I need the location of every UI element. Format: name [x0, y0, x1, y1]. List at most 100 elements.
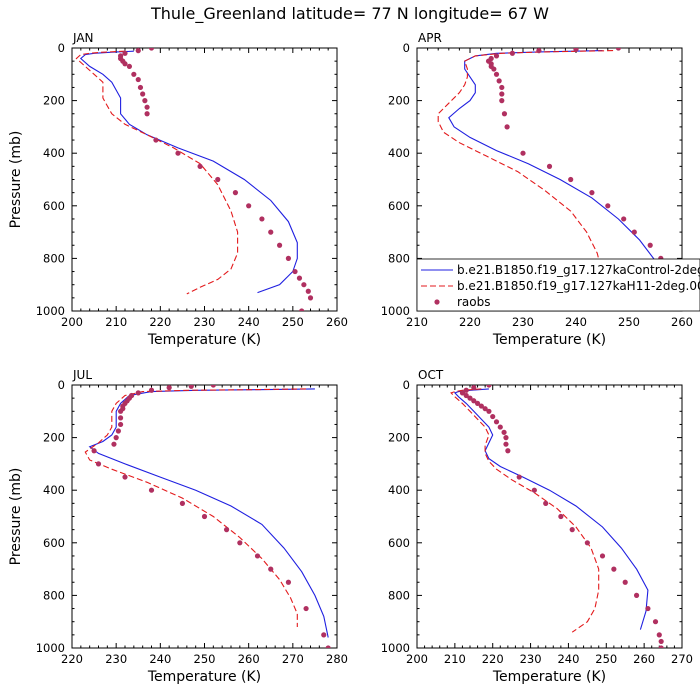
- x-tick-label: 220: [482, 652, 504, 666]
- raobs-point: [223, 527, 230, 533]
- x-tick-label: 230: [194, 315, 216, 329]
- x-tick-label: 210: [444, 652, 466, 666]
- raobs-point: [647, 242, 653, 248]
- raobs-point: [117, 415, 124, 421]
- raobs-point: [142, 98, 148, 104]
- raobs-point: [153, 137, 159, 143]
- raobs-point: [504, 124, 510, 130]
- raobs-point: [605, 203, 611, 209]
- raobs-point: [115, 428, 121, 434]
- raobs-point: [501, 111, 508, 117]
- raobs-point: [499, 91, 505, 97]
- raobs-point: [111, 441, 117, 447]
- y-tick-label: 400: [388, 483, 410, 497]
- x-tick-label: 220: [61, 652, 83, 666]
- raobs-point: [536, 48, 542, 54]
- legend-entry: b.e21.B1850.f19_g17.127kaH11-2deg.00: [421, 279, 700, 293]
- chart-panels: JAN 200 210 220 230 240 250 260 0 200 400 600 800 100…: [8, 31, 693, 685]
- raobs-point: [276, 242, 283, 248]
- raobs-point: [259, 216, 265, 222]
- x-tick-label: 220: [149, 315, 171, 329]
- y-tick-label: 600: [43, 536, 65, 550]
- raobs-point: [645, 605, 651, 612]
- raobs-point: [505, 448, 511, 454]
- x-axis-label: Temperature (K): [492, 332, 606, 348]
- legend-box: [416, 258, 700, 312]
- y-tick-label: 1000: [381, 641, 410, 655]
- y-axis-label: Pressure (mb): [8, 468, 24, 566]
- legend-label: b.e21.B1850.f19_g17.127kaH11-2deg.00: [457, 279, 700, 293]
- chart-jan: JAN 200 210 220 230 240 250 260 0 200 400 600 800 100…: [8, 31, 348, 348]
- legend: b.e21.B1850.f19_g17.127kaControl-2deg b.e…: [416, 258, 700, 312]
- x-tick-label: 250: [194, 652, 216, 666]
- raobs-point: [237, 540, 243, 546]
- raobs-point: [126, 63, 133, 70]
- y-tick-label: 1000: [36, 304, 65, 318]
- y-tick-label: 600: [388, 199, 410, 213]
- raobs-point: [531, 487, 537, 493]
- raobs-point: [144, 111, 150, 117]
- raobs-point: [493, 419, 500, 425]
- raobs-point: [254, 553, 261, 559]
- x-tick-label: 250: [595, 652, 617, 666]
- x-tick-label: 210: [406, 315, 428, 329]
- series-h11-line: [437, 50, 614, 293]
- series-control-line: [88, 388, 329, 638]
- raobs-point: [122, 61, 128, 67]
- raobs-point: [622, 579, 628, 585]
- x-tick-label: 230: [520, 652, 542, 666]
- x-tick-label: 220: [459, 315, 481, 329]
- raobs-point: [305, 288, 311, 294]
- legend-marker: [434, 299, 440, 305]
- x-tick-label: 270: [671, 652, 693, 666]
- raobs-point: [652, 619, 659, 625]
- x-tick-label: 240: [565, 315, 587, 329]
- series-control-line: [79, 50, 298, 294]
- series-raobs: [117, 48, 314, 311]
- x-tick-label: 250: [282, 315, 304, 329]
- raobs-point: [321, 632, 327, 638]
- x-tick-label: 260: [326, 315, 348, 329]
- raobs-point: [122, 50, 128, 56]
- raobs-point: [117, 408, 124, 414]
- x-axis-label: Temperature (K): [492, 669, 606, 685]
- x-tick-label: 240: [557, 652, 579, 666]
- series-raobs: [459, 385, 664, 648]
- raobs-point: [303, 605, 309, 612]
- raobs-point: [135, 76, 141, 83]
- raobs-point: [144, 104, 150, 110]
- x-tick-label: 250: [618, 315, 640, 329]
- raobs-point: [558, 513, 564, 520]
- raobs-point: [589, 190, 595, 196]
- x-tick-label: 240: [238, 315, 260, 329]
- panel-name: JAN: [72, 31, 94, 45]
- raobs-point: [656, 632, 662, 638]
- raobs-point: [599, 553, 606, 559]
- raobs-point: [135, 48, 141, 54]
- raobs-point: [246, 203, 252, 209]
- raobs-point: [292, 268, 298, 275]
- raobs-point: [299, 308, 305, 311]
- y-tick-label: 1000: [381, 304, 410, 318]
- raobs-point: [633, 592, 640, 599]
- raobs-point: [148, 48, 155, 51]
- y-axis-label: Pressure (mb): [8, 131, 24, 229]
- raobs-point: [516, 474, 522, 480]
- series-raobs: [91, 385, 331, 648]
- chart-oct: OCT 200 210 220 230 240 250 260 270 0 200 400 600 800…: [381, 368, 693, 685]
- raobs-point: [520, 150, 526, 156]
- raobs-point: [285, 255, 292, 261]
- y-tick-label: 800: [388, 251, 410, 265]
- x-tick-label: 210: [105, 315, 127, 329]
- y-tick-label: 200: [388, 94, 410, 108]
- raobs-point: [137, 84, 144, 91]
- raobs-point: [175, 150, 181, 156]
- raobs-point: [285, 579, 292, 585]
- raobs-point: [486, 385, 492, 388]
- y-tick-label: 200: [43, 431, 65, 445]
- raobs-point: [501, 429, 507, 435]
- x-axis-label: Temperature (K): [147, 669, 261, 685]
- raobs-point: [497, 424, 503, 430]
- raobs-point: [459, 390, 466, 396]
- y-tick-label: 800: [43, 588, 65, 602]
